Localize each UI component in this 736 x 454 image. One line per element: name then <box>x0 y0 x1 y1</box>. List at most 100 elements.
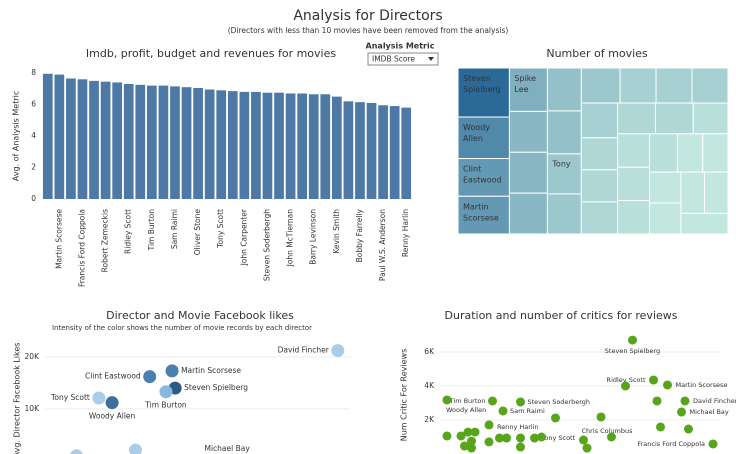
x-tick-label: Barry Levinson <box>309 209 318 265</box>
bar <box>100 81 111 199</box>
dropdown-arrow[interactable] <box>428 57 434 61</box>
point <box>516 433 525 443</box>
x-tick-label: Kevin Smith <box>332 209 341 254</box>
x-tick-label: Renny Harlin <box>401 209 410 257</box>
bar <box>77 79 88 199</box>
point <box>498 406 508 416</box>
x-tick-label: John Carpenter <box>239 208 248 266</box>
y-tick-label: 4 <box>31 131 36 140</box>
treemap-cell <box>580 102 619 139</box>
point <box>165 364 179 378</box>
cell-label: Martin Scorsese <box>463 202 499 222</box>
treemap-cell <box>457 195 510 235</box>
point <box>684 424 693 434</box>
point <box>495 433 504 443</box>
cell-label: Tony <box>551 159 570 168</box>
bar <box>262 92 273 199</box>
y-tick-label: 10K <box>25 404 41 413</box>
x-tick-label: Tim Burton <box>147 209 156 252</box>
x-tick-label: Francis Ford Coppola <box>77 209 86 287</box>
treemap-cell <box>546 110 582 155</box>
treemap-cell <box>655 67 693 104</box>
x-tick-label: Tony Scott <box>216 209 225 249</box>
y-tick-label: 6K <box>424 347 435 356</box>
point <box>502 433 511 443</box>
point-label: Martin Scorsese <box>181 366 241 375</box>
bar <box>331 96 342 199</box>
point <box>649 375 658 385</box>
point <box>680 396 690 406</box>
bar <box>343 101 354 199</box>
point <box>621 381 630 391</box>
point <box>159 385 173 399</box>
point-label: Woody Allen <box>89 412 136 421</box>
treemap-cell <box>676 133 704 173</box>
point-label: Michael Bay <box>690 408 729 416</box>
point-label: Steven Spielberg <box>184 383 248 392</box>
x-tick-label: Paul W.S. Anderson <box>378 209 387 281</box>
x-tick-label: John McTiernan <box>286 209 295 268</box>
bar <box>181 87 192 199</box>
point-label: David Fincher <box>693 397 736 405</box>
point <box>331 344 345 358</box>
treemap-cell <box>457 67 510 118</box>
point-label: Steven Spielberg <box>605 347 660 355</box>
bar <box>123 84 134 199</box>
point <box>677 407 686 417</box>
chart-subtitle: Intensity of the color shows the number … <box>52 324 312 332</box>
point-label: Tony Scott <box>50 393 90 402</box>
bar <box>297 93 308 199</box>
point-label: Steven Soderbergh <box>528 398 591 406</box>
point-label: Tim Burton <box>449 397 486 405</box>
bar <box>274 92 284 199</box>
treemap-cell <box>649 133 678 173</box>
x-tick-label: Bobby Farrelly <box>355 208 364 262</box>
page-subtitle: (Directors with less than 10 movies have… <box>228 26 509 35</box>
point <box>460 441 469 451</box>
y-tick-label: 2 <box>31 163 36 172</box>
control-label: Analysis Metric <box>366 42 435 51</box>
x-tick-label: Oliver Stone <box>193 209 202 256</box>
treemap-cell <box>580 67 621 104</box>
point <box>484 437 494 447</box>
dropdown[interactable]: IMDB Score <box>367 52 439 66</box>
dropdown-value[interactable]: IMDB Score <box>372 55 415 64</box>
chart-title: Director and Movie Facebook likes <box>106 309 294 322</box>
point <box>516 397 525 407</box>
treemap-cell <box>703 171 729 214</box>
bar <box>239 91 250 199</box>
treemap-cell <box>680 171 705 214</box>
treemap-cell <box>580 137 619 171</box>
point <box>105 396 119 410</box>
dropdown-box[interactable] <box>367 52 439 66</box>
bar <box>66 78 76 199</box>
bar <box>204 89 215 199</box>
chart-title: Imdb, profit, budget and revenues for mo… <box>86 47 336 60</box>
treemap-cell <box>617 133 651 168</box>
point <box>582 443 592 453</box>
point-label: Martin Scorsese <box>676 381 728 389</box>
x-tick-label: Ridley Scott <box>124 209 133 254</box>
point <box>484 420 494 430</box>
treemap-cell <box>508 151 548 194</box>
point <box>143 370 157 384</box>
point <box>442 395 452 405</box>
bar <box>389 106 400 199</box>
treemap-cell <box>617 166 651 202</box>
point <box>607 432 616 442</box>
y-tick-label: 0 <box>31 194 36 203</box>
treemap-cell <box>508 110 548 153</box>
bar <box>378 105 388 199</box>
point-label: Francis Ford Coppola <box>637 440 705 448</box>
bar <box>158 85 169 199</box>
point <box>70 449 83 454</box>
y-tick-label: 2K <box>424 415 435 424</box>
point-label: Michael Bay <box>204 444 250 453</box>
treemap-cell <box>691 67 729 104</box>
point <box>488 396 497 406</box>
point <box>463 427 473 437</box>
treemap-cell <box>692 102 729 135</box>
y-tick-label: 20K <box>25 352 41 361</box>
